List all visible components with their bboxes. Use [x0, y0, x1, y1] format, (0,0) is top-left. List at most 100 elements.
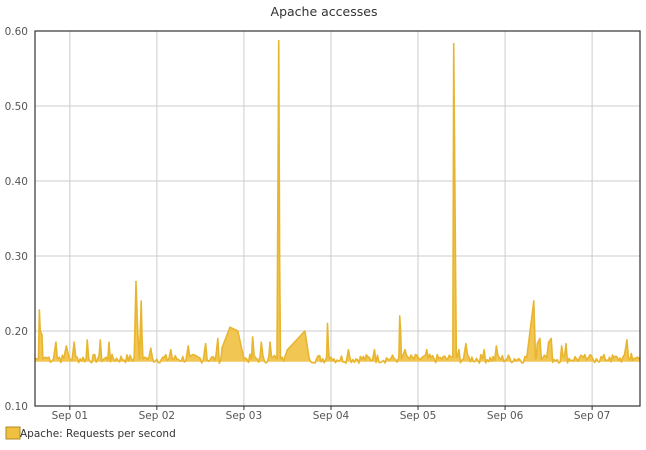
y-tick-label: 0.60 [5, 26, 28, 38]
data-point [142, 357, 144, 360]
data-point [141, 337, 143, 340]
x-tick-label: Sep 05 [400, 410, 437, 422]
y-tick-label: 0.40 [5, 176, 28, 188]
data-point [237, 330, 239, 332]
data-point [587, 356, 590, 359]
data-point [454, 255, 457, 257]
legend: Apache: Requests per second [5, 426, 176, 440]
legend-swatch [5, 426, 21, 440]
data-point [347, 348, 350, 351]
data-point [535, 356, 538, 359]
data-point [73, 341, 75, 344]
data-point [140, 300, 142, 302]
data-point [534, 357, 537, 360]
data-point [328, 357, 331, 360]
x-tick-label: Sep 01 [52, 410, 89, 422]
data-point [401, 356, 404, 359]
data-point [565, 342, 567, 345]
data-point [99, 339, 102, 341]
data-point [536, 342, 539, 345]
legend-label: Apache: Requests per second [20, 428, 176, 440]
data-point [373, 348, 376, 351]
data-point [304, 330, 306, 332]
x-tick-label: Sep 02 [139, 410, 176, 422]
data-point [229, 326, 231, 329]
data-point [465, 342, 467, 345]
data-point [41, 333, 43, 336]
data-point [636, 356, 639, 359]
data-point [533, 300, 535, 302]
data-point [533, 330, 536, 332]
data-point [325, 356, 328, 359]
data-point [458, 348, 460, 351]
data-point [187, 345, 190, 347]
data-point [425, 348, 428, 351]
data-point [626, 339, 628, 341]
data-point [452, 42, 455, 45]
x-axis: Sep 01 Sep 02 Sep 03 Sep 04 Sep 05 Sep 06 Sep … [52, 406, 611, 422]
y-axis: 0.10 0.20 0.30 0.40 0.50 0.60 [5, 26, 28, 413]
data-point [260, 341, 263, 344]
data-point [48, 356, 50, 359]
data-point [330, 356, 332, 359]
data-point [560, 345, 563, 347]
data-point [170, 348, 172, 351]
data-point [68, 356, 70, 359]
data-point [398, 356, 400, 359]
x-tick-label: Sep 07 [574, 410, 611, 422]
data-point [327, 345, 330, 347]
data-point [398, 315, 401, 317]
data-point [399, 330, 402, 332]
y-tick-label: 0.20 [5, 326, 28, 338]
data-point [404, 348, 406, 351]
data-point [58, 356, 61, 359]
data-point [582, 356, 585, 359]
data-point [39, 330, 42, 332]
data-point [149, 347, 152, 350]
data-point [204, 342, 207, 345]
data-point [269, 341, 271, 344]
data-point [400, 357, 403, 360]
data-point [243, 357, 245, 360]
data-point [539, 337, 541, 340]
data-point [55, 341, 57, 344]
x-tick-label: Sep 06 [487, 410, 524, 422]
data-point [595, 357, 598, 360]
data-point [546, 356, 548, 359]
data-point [276, 357, 278, 360]
plot-area [34, 39, 641, 365]
data-point [326, 322, 329, 325]
data-point [135, 280, 137, 283]
data-point [108, 341, 110, 344]
x-tick-label: Sep 04 [313, 410, 350, 422]
y-tick-label: 0.30 [5, 251, 28, 263]
data-point [608, 356, 611, 359]
data-point [42, 357, 44, 360]
data-point [308, 357, 311, 360]
data-point [417, 356, 419, 359]
x-tick-label: Sep 03 [226, 410, 263, 422]
data-point [286, 348, 289, 351]
data-point [483, 348, 485, 351]
data-point [547, 341, 550, 344]
data-point [630, 352, 633, 355]
data-point [37, 357, 40, 360]
data-point [281, 356, 284, 359]
data-point [456, 356, 458, 359]
data-point [44, 356, 47, 359]
y-tick-label: 0.10 [5, 401, 28, 413]
data-point [495, 345, 498, 347]
data-point [278, 255, 281, 257]
data-point [251, 336, 254, 338]
data-point [133, 356, 136, 359]
data-point [550, 337, 553, 340]
data-point [136, 330, 139, 332]
data-point [452, 356, 454, 359]
y-tick-label: 0.50 [5, 101, 28, 113]
data-point [138, 357, 141, 360]
plot-frame [34, 30, 641, 407]
data-point [143, 356, 146, 359]
data-point [217, 337, 219, 340]
